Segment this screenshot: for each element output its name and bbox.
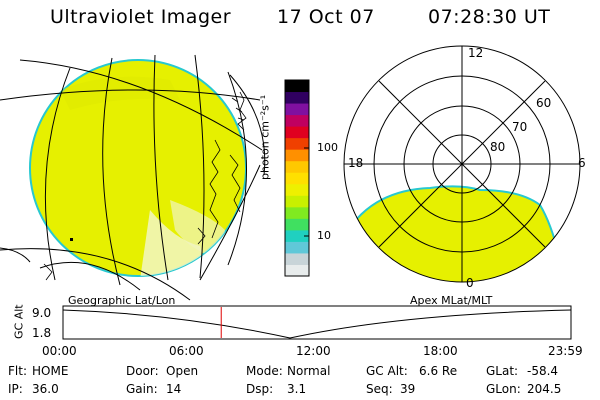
gain-value: 14 <box>166 382 182 396</box>
colorbar-segment <box>285 137 309 150</box>
seq-key: Seq: <box>366 382 393 396</box>
altitude-axis-label: GC Alt <box>12 304 26 339</box>
time-tick: 23:59 <box>548 344 583 358</box>
flight-key: Flt: <box>8 364 27 378</box>
colorbar-segment <box>285 264 309 277</box>
colorbar-segment <box>285 149 309 162</box>
observation-date: 17 Oct 07 <box>277 6 375 28</box>
altitude-curve <box>62 309 572 339</box>
mlt-label-0: 0 <box>466 276 474 290</box>
mlt-label-12: 12 <box>468 46 484 60</box>
altitude-frame <box>62 305 572 340</box>
lat-label-80: 80 <box>490 140 506 154</box>
colorbar-segment <box>285 126 309 139</box>
gc-alt-key: GC Alt: <box>366 364 408 378</box>
colorbar-segment <box>285 114 309 127</box>
mlt-label-18: 18 <box>348 156 364 170</box>
seq-value: 39 <box>400 382 416 396</box>
time-tick: 12:00 <box>296 344 331 358</box>
time-tick: 18:00 <box>423 344 458 358</box>
geographic-caption: Geographic Lat/Lon <box>68 294 176 307</box>
colorbar-segment <box>285 195 309 208</box>
mode-value: Normal <box>287 364 331 378</box>
glon-key: GLon: <box>486 382 521 396</box>
lat-label-60: 60 <box>536 96 552 110</box>
gain-key: Gain: <box>126 382 158 396</box>
glon-value: 204.5 <box>527 382 562 396</box>
dsp-key: Dsp: <box>246 382 274 396</box>
mode-key: Mode: <box>246 364 283 378</box>
colorbar-segment <box>285 206 309 219</box>
observation-time: 07:28:30 UT <box>428 6 551 28</box>
flight-value: HOME <box>32 364 69 378</box>
polar-caption: Apex MLat/MLT <box>410 294 493 307</box>
colorbar-frame <box>284 79 310 277</box>
mlt-label-6: 6 <box>578 156 586 170</box>
instrument-title: Ultraviolet Imager <box>50 6 232 28</box>
colorbar-segment <box>285 91 309 104</box>
colorbar-segment <box>285 229 309 242</box>
colorbar-tick-label: 10 <box>317 229 331 242</box>
time-tick: 06:00 <box>169 344 204 358</box>
colorbar-segment <box>285 183 309 196</box>
glat-key: GLat: <box>486 364 519 378</box>
ip-key: IP: <box>8 382 23 396</box>
coastline <box>43 91 247 281</box>
door-value: Open <box>166 364 199 378</box>
gc-alt-value: 6.6 Re <box>419 364 458 378</box>
dsp-value: 3.1 <box>287 382 307 396</box>
colorbar-segment <box>285 172 309 185</box>
colorbar-segment <box>285 241 309 254</box>
time-tick: 00:00 <box>42 344 77 358</box>
colorbar-tick-label: 100 <box>317 141 338 154</box>
lat-label-70: 70 <box>512 120 528 134</box>
glat-value: -58.4 <box>527 364 559 378</box>
colorbar <box>284 79 310 277</box>
colorbar-segment <box>285 218 309 231</box>
colorbar-segment <box>285 160 309 173</box>
colorbar-segment <box>285 103 309 116</box>
polar-grid <box>343 45 581 283</box>
geo-grid <box>0 54 266 301</box>
ip-value: 36.0 <box>32 382 59 396</box>
door-key: Door: <box>126 364 159 378</box>
colorbar-segment <box>285 252 309 265</box>
altitude-tick-top: 9.0 <box>32 306 52 320</box>
colorbar-segment <box>285 80 309 93</box>
altitude-tick-bottom: 1.8 <box>32 326 52 340</box>
